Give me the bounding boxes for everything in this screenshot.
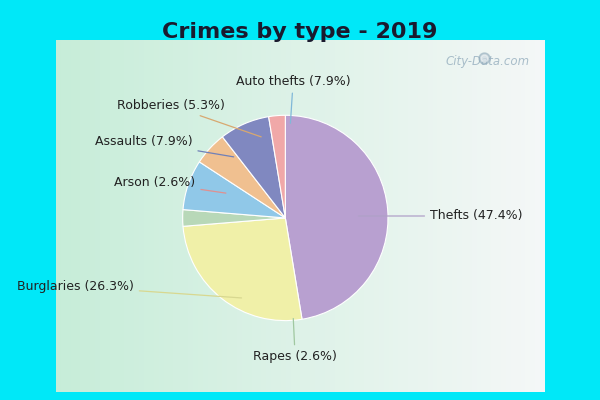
Text: Rapes (2.6%): Rapes (2.6%) (253, 318, 337, 363)
Wedge shape (183, 218, 302, 321)
Text: Auto thefts (7.9%): Auto thefts (7.9%) (236, 74, 350, 123)
Text: City-Data.com: City-Data.com (446, 55, 530, 68)
Wedge shape (182, 210, 286, 226)
Text: Robberies (5.3%): Robberies (5.3%) (117, 99, 261, 137)
Text: Thefts (47.4%): Thefts (47.4%) (359, 210, 523, 222)
Text: Crimes by type - 2019: Crimes by type - 2019 (163, 22, 437, 42)
Wedge shape (286, 115, 388, 319)
Wedge shape (183, 162, 286, 218)
Wedge shape (223, 117, 286, 218)
Wedge shape (269, 115, 286, 218)
Wedge shape (199, 137, 286, 218)
Text: Arson (2.6%): Arson (2.6%) (114, 176, 226, 193)
Text: Burglaries (26.3%): Burglaries (26.3%) (17, 280, 241, 298)
Text: Assaults (7.9%): Assaults (7.9%) (95, 135, 234, 157)
